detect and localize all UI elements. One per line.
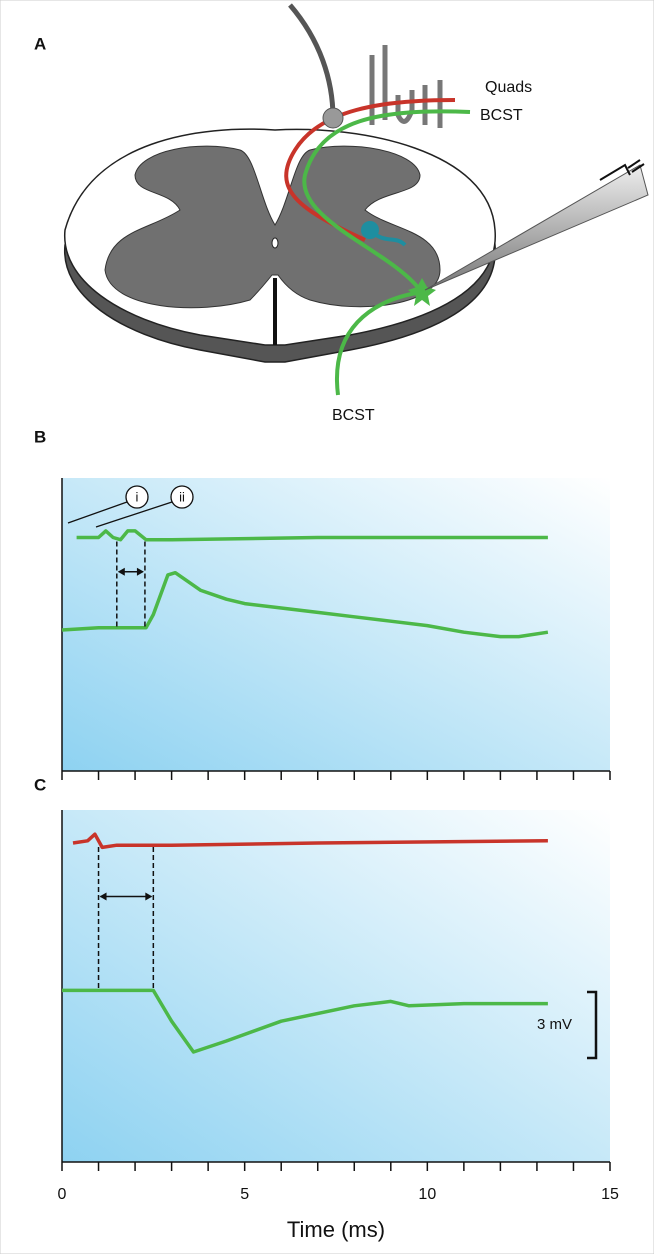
trace bbox=[76, 529, 548, 542]
panel-label: A bbox=[34, 34, 46, 53]
scale-bar-label: 3 mV bbox=[537, 1016, 572, 1033]
x-tick-label: 0 bbox=[58, 1186, 67, 1203]
x-axis-label: Time (ms) bbox=[287, 1217, 385, 1242]
trace bbox=[72, 832, 548, 850]
callout-label: i bbox=[136, 489, 139, 504]
callout-line bbox=[67, 501, 128, 524]
spinal-cord-diagram bbox=[64, 3, 649, 396]
panel-label: B bbox=[34, 427, 46, 446]
diagram-label: BCST bbox=[332, 407, 375, 424]
diagram-label: Quads bbox=[485, 79, 532, 96]
scale-bar bbox=[587, 990, 598, 1060]
callout-circle bbox=[170, 485, 194, 509]
trace bbox=[62, 988, 548, 1054]
callout-circle bbox=[125, 485, 149, 509]
trace bbox=[61, 570, 549, 639]
x-tick-label: 5 bbox=[240, 1186, 249, 1203]
arrow-head bbox=[117, 567, 144, 576]
panel-label: C bbox=[34, 775, 46, 794]
x-tick-label: 10 bbox=[418, 1186, 436, 1203]
callout-line bbox=[95, 501, 173, 528]
plot-background bbox=[62, 478, 610, 771]
x-tick-label: 15 bbox=[601, 1186, 619, 1203]
callout-label: ii bbox=[179, 489, 185, 504]
diagram-label: BCST bbox=[480, 107, 523, 124]
plot-background bbox=[62, 810, 610, 1162]
